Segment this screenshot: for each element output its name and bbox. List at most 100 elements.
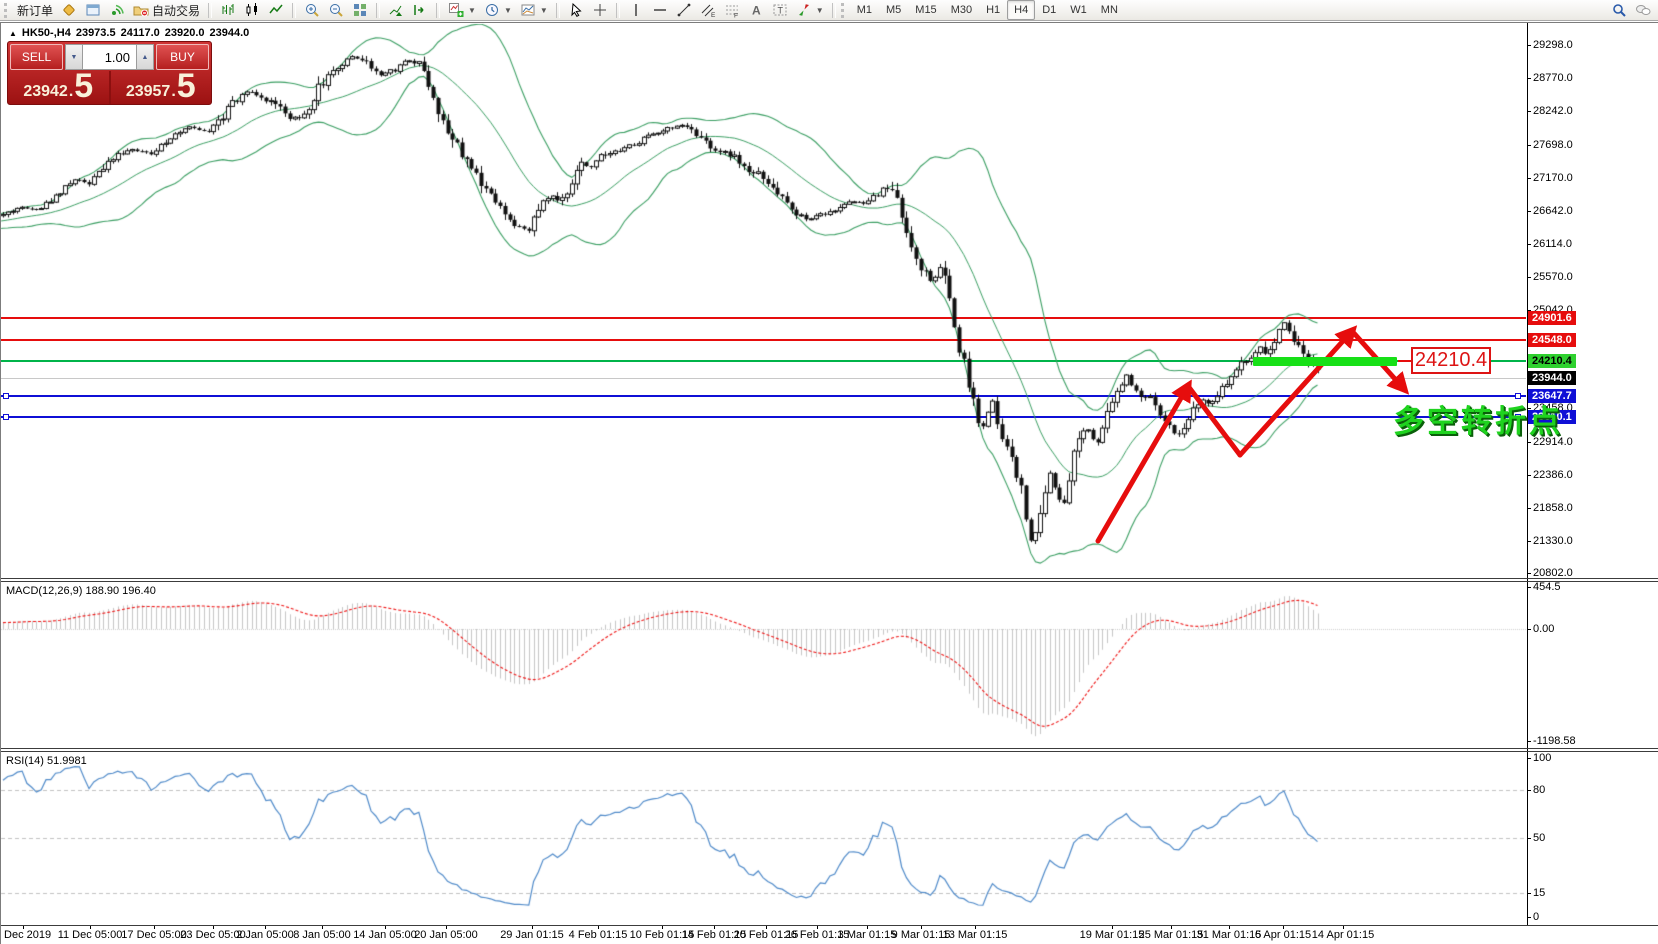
buy-button[interactable]: BUY xyxy=(156,44,209,70)
crosshair-button[interactable] xyxy=(588,0,612,20)
sell-button[interactable]: SELL xyxy=(10,44,63,70)
community-icon xyxy=(1636,5,1651,15)
timeframe-h1-button[interactable]: H1 xyxy=(986,4,1001,16)
search-button[interactable] xyxy=(1607,0,1631,20)
axis-tick xyxy=(1527,541,1531,542)
auto-scroll-button[interactable] xyxy=(384,0,408,20)
chart-shift-button[interactable] xyxy=(408,0,432,20)
zoom-in-icon xyxy=(306,4,319,17)
horizontal-line-button[interactable] xyxy=(648,0,672,20)
timeframe-m15-button[interactable]: M15 xyxy=(915,4,937,16)
timeframe-h4-button[interactable]: H4 xyxy=(1007,0,1036,20)
line-chart-button[interactable] xyxy=(264,0,288,20)
time-label: 20 Jan 05:00 xyxy=(414,929,478,941)
metaeditor-button[interactable] xyxy=(57,0,81,20)
cursor-button[interactable] xyxy=(564,0,588,20)
zoom-out-button[interactable] xyxy=(324,0,348,20)
periods-button[interactable]: ▼ xyxy=(480,0,516,20)
axis-label: 21858.0 xyxy=(1533,502,1573,514)
time-tick xyxy=(1283,925,1284,929)
tile-windows-button[interactable] xyxy=(348,0,372,20)
time-label: 4 Feb 01:15 xyxy=(568,929,628,941)
axis-tick xyxy=(1527,78,1531,79)
buy-price[interactable]: 23957 . 5 xyxy=(113,67,210,105)
cursor-icon xyxy=(571,2,582,17)
axis-label: 15 xyxy=(1533,887,1546,899)
price-annotation-box[interactable]: 24210.4 xyxy=(1411,347,1491,374)
bar-chart-button[interactable] xyxy=(216,0,240,20)
axis-tick xyxy=(1527,587,1531,588)
trendline-button[interactable] xyxy=(672,0,696,20)
time-tick xyxy=(1112,925,1113,929)
templates-button[interactable]: ▼ xyxy=(516,0,552,20)
bar-chart-icon xyxy=(222,4,234,15)
new-order-button[interactable]: 新订单 xyxy=(13,0,57,20)
time-tick xyxy=(1229,925,1230,929)
dropdown-arrow-icon[interactable]: ▼ xyxy=(503,5,512,15)
autotrading-button[interactable]: 自动交易 xyxy=(129,0,204,20)
toolbar-grip[interactable] xyxy=(840,2,847,18)
dropdown-arrow-icon[interactable]: ▼ xyxy=(468,5,476,15)
time-label: 11 Dec 05:00 xyxy=(57,929,123,941)
time-label: 2 Jan 05:00 xyxy=(236,929,294,941)
axis-tick xyxy=(1527,244,1531,245)
signals-button[interactable] xyxy=(105,0,129,20)
panel-separator[interactable] xyxy=(0,748,1658,749)
time-tick xyxy=(817,925,818,929)
tag-resistance-2: 24548.0 xyxy=(1528,333,1576,347)
arrows-button[interactable]: ▼ xyxy=(792,0,828,20)
symbol-collapse-arrow[interactable]: ▲ xyxy=(9,28,17,38)
vertical-line-button[interactable] xyxy=(624,0,648,20)
chart-symbol-header[interactable]: ▲ HK50-,H4 23973.5 24117.0 23920.0 23944… xyxy=(9,27,249,39)
svg-text:E: E xyxy=(711,12,716,18)
sell-price[interactable]: 23942 . 5 xyxy=(10,69,107,104)
price-axis-border xyxy=(1527,23,1528,925)
fibonacci-button[interactable]: F xyxy=(720,0,744,20)
axis-tick xyxy=(1527,508,1531,509)
panel-separator[interactable] xyxy=(0,578,1658,579)
timeframe-w1-button[interactable]: W1 xyxy=(1070,4,1087,16)
axis-label: 80 xyxy=(1533,784,1546,796)
volume-input[interactable]: 1.00 xyxy=(83,44,136,70)
dropdown-arrow-icon[interactable]: ▼ xyxy=(539,5,548,15)
time-tick xyxy=(265,925,266,929)
tag-current-price: 23944.0 xyxy=(1528,371,1576,385)
tag-support-1: 23647.7 xyxy=(1528,389,1576,403)
candlestick-button[interactable] xyxy=(240,0,264,20)
autotrading-icon xyxy=(133,6,149,17)
volume-decrease-button[interactable]: ▼ xyxy=(65,44,83,70)
axis-label: 26642.0 xyxy=(1533,205,1573,217)
chart-window-border-left xyxy=(0,22,1,944)
time-label: 10 Feb 01:15 xyxy=(629,929,695,941)
sell-price-main: 23942 xyxy=(23,83,68,100)
toolbar-grip[interactable] xyxy=(4,2,10,18)
indicators-button[interactable]: ▼ xyxy=(444,0,480,20)
volume-increase-button[interactable]: ▲ xyxy=(136,44,154,70)
timeframe-m1-button[interactable]: M1 xyxy=(856,4,872,16)
time-label: 14 Feb 01:15 xyxy=(681,929,747,941)
axis-label: 100 xyxy=(1533,752,1552,764)
channel-button[interactable]: E xyxy=(696,0,720,20)
chart-window-icon xyxy=(86,4,100,16)
zoom-in-button[interactable] xyxy=(300,0,324,20)
text-label-button[interactable]: T xyxy=(768,0,792,20)
timeframe-m5-button[interactable]: M5 xyxy=(886,4,902,16)
zoom-out-icon xyxy=(330,4,343,17)
auto-scroll-icon xyxy=(389,5,403,16)
timeframe-m30-button[interactable]: M30 xyxy=(950,4,973,16)
text-button[interactable]: A xyxy=(744,0,768,20)
axis-tick xyxy=(1527,573,1531,574)
buy-price-fraction: 5 xyxy=(176,67,196,105)
timeframe-mn-button[interactable]: MN xyxy=(1100,4,1118,16)
community-button[interactable] xyxy=(1631,0,1655,20)
chart-window-button[interactable] xyxy=(81,0,105,20)
candlestick-icon xyxy=(246,3,258,16)
dropdown-arrow-icon[interactable]: ▼ xyxy=(815,5,824,15)
timeframe-d1-button[interactable]: D1 xyxy=(1042,4,1057,16)
svg-text:A: A xyxy=(752,4,761,18)
panel-separator[interactable] xyxy=(0,581,1658,582)
chinese-annotation-text[interactable]: 多空转折点 xyxy=(1393,404,1563,439)
panel-separator[interactable] xyxy=(0,751,1658,752)
main-toolbar: 新订单 自动交易 ▼ ▼ ▼ E F A T ▼ M1 M5 M15 M30 H1 H4 D1 W1 MN xyxy=(0,0,1658,21)
